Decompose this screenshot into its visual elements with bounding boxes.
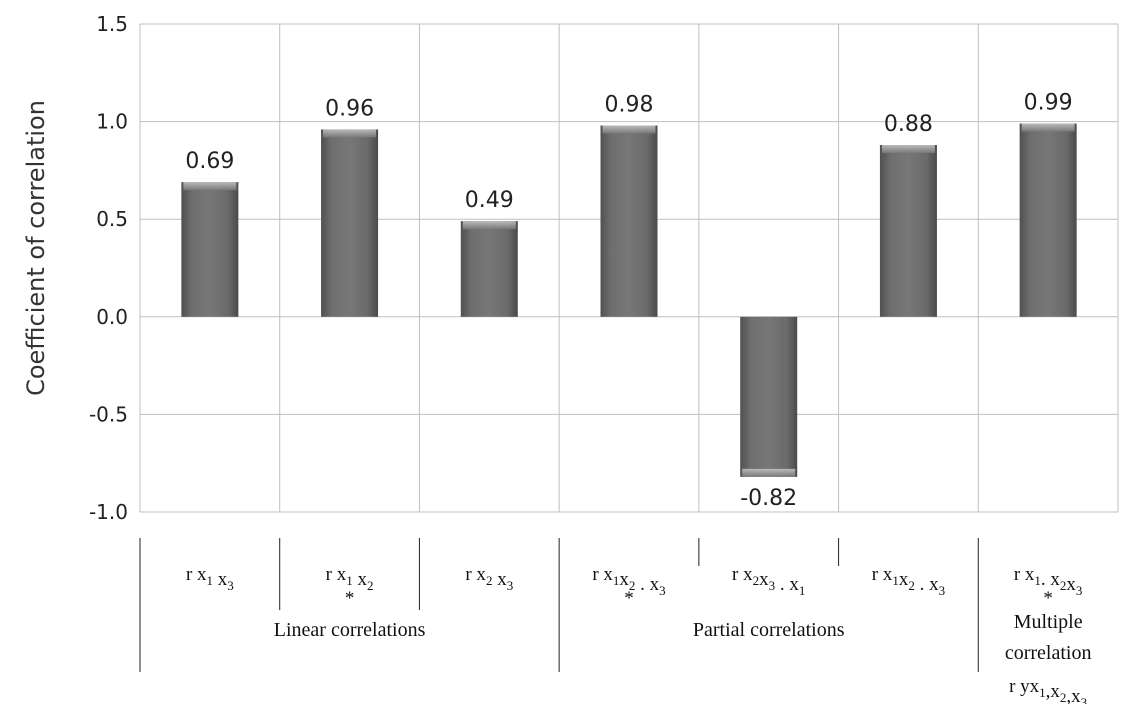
data-label: 0.69: [185, 149, 234, 174]
data-label: -0.82: [740, 486, 797, 511]
category-label: r x1 x3: [186, 564, 234, 593]
bar-group: [740, 316, 798, 477]
group-label: Linear correlations: [274, 619, 426, 641]
significance-star: *: [345, 588, 355, 609]
data-label: 0.98: [605, 93, 654, 118]
y-tick-label: -1.0: [89, 500, 128, 524]
group-label: Partial correlations: [693, 619, 845, 641]
bar: [740, 316, 798, 477]
bar-cap: [881, 145, 935, 154]
bar-cap: [462, 221, 516, 230]
bar: [460, 221, 518, 317]
group-label-line2: correlation: [1005, 642, 1092, 664]
data-label: 0.99: [1024, 91, 1073, 116]
bar-group: [181, 182, 239, 317]
bar-cap: [323, 129, 377, 138]
multiple-formula: r yx1,x2,x3: [1009, 676, 1087, 704]
group-label-line1: Multiple: [1014, 611, 1083, 633]
bar-group: [879, 145, 937, 317]
y-tick-label: 1.0: [96, 110, 128, 134]
category-label: r x1x2 . x3: [872, 564, 945, 598]
bar-group: [1019, 123, 1077, 317]
data-label: 0.49: [465, 188, 514, 213]
significance-star: *: [1043, 588, 1053, 609]
y-tick-label: -0.5: [89, 402, 128, 426]
bar: [1019, 123, 1077, 317]
bar-cap: [1021, 123, 1075, 132]
bar-group: [600, 125, 658, 317]
bar-group: [460, 221, 518, 317]
bar-cap: [183, 182, 237, 191]
y-axis-title: Coefficient of correlation: [22, 100, 50, 396]
category-label: r x1. x2x3: [1014, 564, 1083, 598]
category-label: r x2x3 . x1: [732, 564, 805, 598]
bar: [321, 129, 379, 317]
bar: [181, 182, 239, 317]
bar-cap: [742, 468, 796, 477]
bar-group: [321, 129, 379, 317]
significance-star: *: [624, 588, 634, 609]
bar-cap: [602, 125, 656, 134]
data-label: 0.88: [884, 112, 933, 137]
category-label: r x2 x3: [465, 564, 513, 593]
category-label: r x1x2 . x3: [592, 564, 665, 598]
y-tick-label: 0.0: [96, 305, 128, 329]
bar: [879, 145, 937, 317]
y-tick-label: 0.5: [96, 207, 128, 231]
bar: [600, 125, 658, 317]
category-label: r x1 x2: [326, 564, 374, 593]
data-label: 0.96: [325, 96, 374, 121]
y-tick-label: 1.5: [96, 12, 128, 36]
